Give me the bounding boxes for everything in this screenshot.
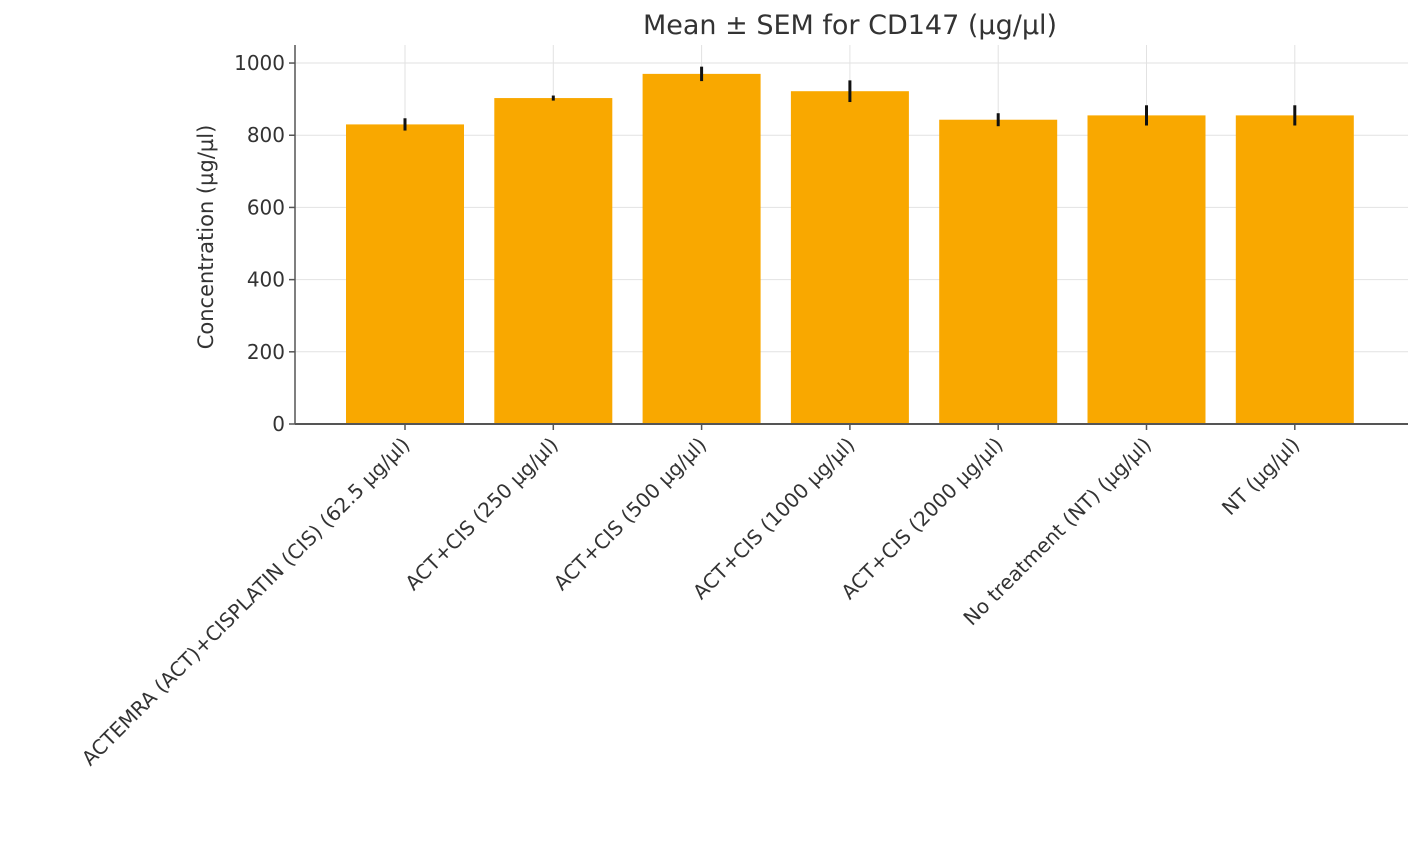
bar [1087,115,1206,424]
bar [642,73,761,424]
bar [494,98,613,424]
y-tick-label: 0 [272,412,285,436]
x-tick-label: ACT+CIS (250 µg/µl) [400,433,562,595]
x-tick-label: NT (µg/µl) [1217,433,1304,520]
y-tick-label: 200 [247,340,285,364]
y-tick-label: 600 [247,195,285,219]
y-tick-label: 400 [247,268,285,292]
chart-title: Mean ± SEM for CD147 (µg/µl) [643,10,1057,41]
y-tick-label: 800 [247,123,285,147]
x-tick-label: ACT+CIS (1000 µg/µl) [688,433,859,604]
bar [346,124,464,425]
x-tick-label: ACT+CIS (2000 µg/µl) [836,433,1007,604]
x-tick-label: ACTEMRA (ACT)+CISPLATIN (CIS) (62.5 µg/µ… [77,433,415,771]
bars [346,66,1354,425]
x-tick-label: ACT+CIS (500 µg/µl) [549,433,711,595]
bar [939,119,1058,425]
bar [790,91,909,424]
y-tick-label: 1000 [234,51,285,75]
y-axis-label: Concentration (µg/µl) [194,125,218,350]
bar [1235,115,1354,424]
